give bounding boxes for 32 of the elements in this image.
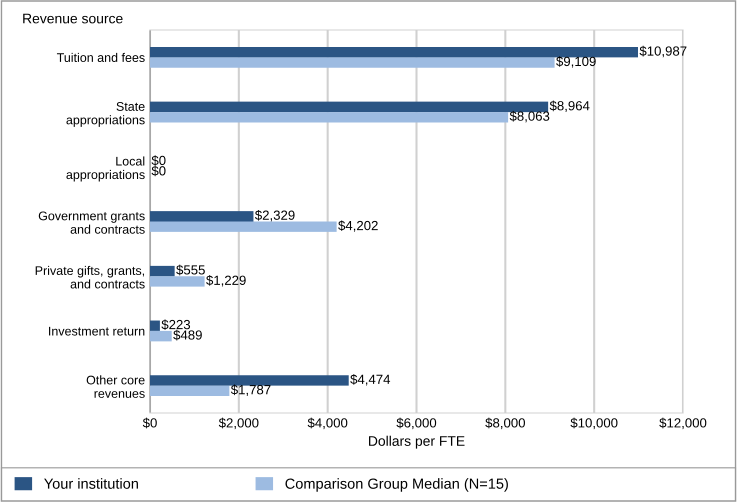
x-axis-title: Dollars per FTE	[369, 436, 465, 449]
x-tick-label: $8,000	[485, 418, 525, 430]
data-label: $8,063	[510, 110, 550, 122]
x-tick-label: $10,000	[570, 418, 618, 430]
data-label: $1,787	[230, 384, 270, 396]
y-tick-label: Investment return	[49, 326, 144, 336]
data-label: $9,109	[556, 56, 596, 68]
data-label: $489	[173, 330, 202, 340]
x-tick-label: $12,000	[659, 418, 706, 430]
data-label: $0	[152, 155, 166, 166]
data-label: $10,987	[640, 46, 686, 58]
y-tick-label: Local appropriations	[66, 156, 145, 182]
x-tick-label: $4,000	[308, 418, 348, 430]
x-tick-label: $0	[142, 418, 157, 428]
data-label: $4,202	[338, 220, 378, 232]
data-label: $8,964	[550, 100, 590, 112]
legend-label: Your institution	[44, 478, 138, 489]
data-label: $4,474	[350, 374, 390, 386]
x-tick-label: $2,000	[218, 418, 258, 430]
data-label: $0	[152, 166, 166, 176]
y-tick-label: State appropriations	[66, 102, 145, 127]
y-tick-label: Tuition and fees	[56, 52, 145, 62]
legend-label: Comparison Group Median (N=15)	[285, 478, 508, 492]
y-tick-label: Private gifts, grants, and contracts	[36, 266, 145, 289]
data-label: $2,329	[254, 210, 295, 222]
y-tick-label: Government grants and contracts	[38, 211, 145, 234]
y-axis-title: Revenue source	[23, 14, 123, 24]
data-label: $1,229	[206, 275, 246, 287]
x-tick-label: $6,000	[396, 418, 436, 430]
data-label: $223	[161, 319, 190, 330]
y-tick-label: Other core revenues	[86, 375, 145, 398]
data-label: $555	[176, 264, 205, 276]
